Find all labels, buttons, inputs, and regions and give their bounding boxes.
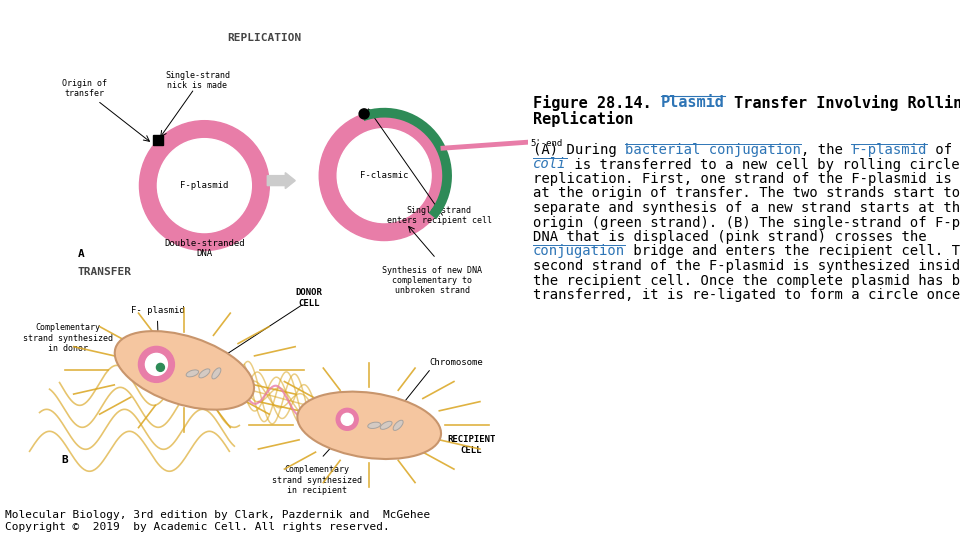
- Text: B: B: [61, 455, 68, 465]
- Bar: [154, 134, 163, 145]
- Text: , the: , the: [801, 143, 852, 157]
- Text: Molecular Biology, 3rd edition by Clark, Pazdernik and  McGehee: Molecular Biology, 3rd edition by Clark,…: [5, 510, 430, 520]
- Text: bridge and enters the recipient cell. The: bridge and enters the recipient cell. Th…: [625, 245, 960, 259]
- Circle shape: [337, 129, 431, 222]
- Text: transferred, it is re-ligated to form a circle once again.: transferred, it is re-ligated to form a …: [533, 288, 960, 302]
- Text: Complementary
strand synthesized
in recipient: Complementary strand synthesized in reci…: [273, 465, 362, 495]
- Text: Plasmid: Plasmid: [660, 95, 725, 110]
- Text: Double-stranded
DNA: Double-stranded DNA: [164, 239, 245, 258]
- Text: at the origin of transfer. The two strands start to: at the origin of transfer. The two stran…: [533, 186, 960, 200]
- Text: DONOR
CELL: DONOR CELL: [296, 288, 323, 308]
- Text: Single-strand
enters recipient cell: Single-strand enters recipient cell: [387, 206, 492, 225]
- Ellipse shape: [212, 368, 221, 379]
- Text: 5'-end: 5'-end: [530, 139, 563, 147]
- Text: is transferred to a new cell by rolling circle: is transferred to a new cell by rolling …: [566, 158, 960, 172]
- Text: coli: coli: [533, 158, 566, 172]
- Text: Chromosome: Chromosome: [429, 359, 483, 367]
- Ellipse shape: [298, 392, 441, 459]
- Text: Figure 28.14.: Figure 28.14.: [533, 95, 660, 111]
- Text: (A) During: (A) During: [533, 143, 625, 157]
- Text: Replication: Replication: [533, 111, 634, 127]
- Circle shape: [336, 408, 358, 430]
- Text: F-clasmic: F-clasmic: [360, 171, 408, 180]
- Text: replication. First, one strand of the F-plasmid is nicked: replication. First, one strand of the F-…: [533, 172, 960, 186]
- Circle shape: [320, 111, 449, 240]
- Text: second strand of the F-plasmid is synthesized inside: second strand of the F-plasmid is synthe…: [533, 259, 960, 273]
- Text: TRANSFER: TRANSFER: [78, 267, 132, 276]
- Text: F-plasmid: F-plasmid: [852, 143, 926, 157]
- Circle shape: [157, 139, 252, 233]
- Text: Synthesis of new DNA
complementary to
unbroken strand: Synthesis of new DNA complementary to un…: [382, 266, 482, 295]
- Ellipse shape: [394, 420, 403, 430]
- Text: Copyright ©  2019  by Academic Cell. All rights reserved.: Copyright © 2019 by Academic Cell. All r…: [5, 522, 390, 532]
- Text: bacterial conjugation: bacterial conjugation: [625, 143, 801, 157]
- Text: RECIPIENT
CELL: RECIPIENT CELL: [446, 435, 495, 455]
- Text: Origin of
transfer: Origin of transfer: [62, 79, 107, 98]
- Circle shape: [156, 363, 164, 372]
- Ellipse shape: [368, 422, 380, 428]
- Circle shape: [341, 413, 353, 426]
- Text: conjugation: conjugation: [533, 245, 625, 259]
- Circle shape: [359, 109, 369, 119]
- Text: F-plasmid: F-plasmid: [180, 181, 228, 190]
- Text: origin (green strand). (B) The single-strand of F-plasmid: origin (green strand). (B) The single-st…: [533, 215, 960, 230]
- Text: DNA that is displaced (pink strand) crosses the: DNA that is displaced (pink strand) cros…: [533, 230, 926, 244]
- Text: Single-strand
nick is made: Single-strand nick is made: [165, 71, 229, 90]
- Text: Transfer Involving Rolling Circle: Transfer Involving Rolling Circle: [725, 95, 960, 111]
- FancyArrow shape: [267, 173, 296, 188]
- Circle shape: [146, 353, 167, 375]
- Text: F- plasmid: F- plasmid: [131, 307, 184, 315]
- Text: the recipient cell. Once the complete plasmid has been: the recipient cell. Once the complete pl…: [533, 273, 960, 287]
- Ellipse shape: [380, 421, 392, 429]
- Text: separate and synthesis of a new strand starts at the: separate and synthesis of a new strand s…: [533, 201, 960, 215]
- Ellipse shape: [186, 370, 199, 377]
- Ellipse shape: [199, 369, 210, 378]
- Circle shape: [139, 120, 270, 251]
- Ellipse shape: [115, 331, 254, 410]
- Text: Complementary
strand synthesized
in donor: Complementary strand synthesized in dono…: [22, 323, 112, 353]
- Circle shape: [138, 347, 175, 382]
- Text: of: of: [926, 143, 960, 157]
- Text: A: A: [78, 248, 84, 259]
- Text: REPLICATION: REPLICATION: [228, 33, 301, 43]
